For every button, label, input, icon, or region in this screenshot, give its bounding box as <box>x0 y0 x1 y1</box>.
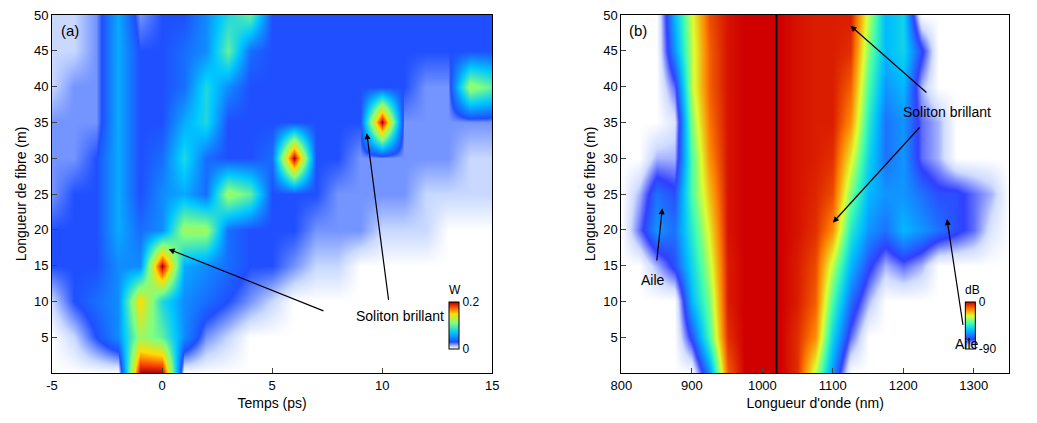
svg-text:Longueur de fibre (m): Longueur de fibre (m) <box>13 127 29 262</box>
svg-text:5: 5 <box>41 330 48 345</box>
svg-text:15: 15 <box>34 258 48 273</box>
svg-text:15: 15 <box>485 378 499 393</box>
svg-text:30: 30 <box>603 151 617 166</box>
svg-text:15: 15 <box>603 258 617 273</box>
svg-text:-90: -90 <box>979 342 997 356</box>
svg-text:20: 20 <box>603 222 617 237</box>
svg-text:800: 800 <box>611 378 633 393</box>
svg-text:900: 900 <box>681 378 703 393</box>
svg-text:0.2: 0.2 <box>462 295 479 309</box>
svg-text:Longueur de fibre (m): Longueur de fibre (m) <box>582 127 598 262</box>
svg-text:0: 0 <box>462 342 469 356</box>
svg-text:-5: -5 <box>46 378 58 393</box>
svg-text:50: 50 <box>603 8 617 23</box>
svg-text:45: 45 <box>34 43 48 58</box>
svg-text:(b): (b) <box>629 22 647 39</box>
svg-text:Temps (ps): Temps (ps) <box>237 395 306 411</box>
svg-text:1100: 1100 <box>819 378 847 393</box>
svg-text:10: 10 <box>603 294 617 309</box>
svg-text:5: 5 <box>611 330 618 345</box>
svg-text:Aile: Aile <box>955 336 979 352</box>
svg-text:dB: dB <box>965 283 980 297</box>
svg-text:W: W <box>449 283 461 297</box>
svg-text:Longueur d'onde (nm): Longueur d'onde (nm) <box>747 395 884 411</box>
svg-text:45: 45 <box>603 43 617 58</box>
svg-text:1000: 1000 <box>748 378 777 393</box>
svg-text:0: 0 <box>979 295 986 309</box>
svg-text:30: 30 <box>34 151 48 166</box>
svg-text:Soliton brillant: Soliton brillant <box>356 308 444 324</box>
svg-text:0: 0 <box>158 378 165 393</box>
svg-text:25: 25 <box>34 187 48 202</box>
svg-text:10: 10 <box>375 378 389 393</box>
svg-text:40: 40 <box>34 79 48 94</box>
svg-text:35: 35 <box>603 115 617 130</box>
svg-text:5: 5 <box>268 378 275 393</box>
svg-text:25: 25 <box>603 187 617 202</box>
svg-text:40: 40 <box>603 79 617 94</box>
svg-text:(a): (a) <box>61 22 79 39</box>
svg-text:1300: 1300 <box>959 378 988 393</box>
svg-text:20: 20 <box>34 222 48 237</box>
svg-text:50: 50 <box>34 8 48 23</box>
svg-text:10: 10 <box>34 294 48 309</box>
svg-text:35: 35 <box>34 115 48 130</box>
svg-text:1200: 1200 <box>889 378 918 393</box>
svg-text:Aile: Aile <box>641 272 665 288</box>
svg-text:Soliton brillant: Soliton brillant <box>903 104 991 120</box>
